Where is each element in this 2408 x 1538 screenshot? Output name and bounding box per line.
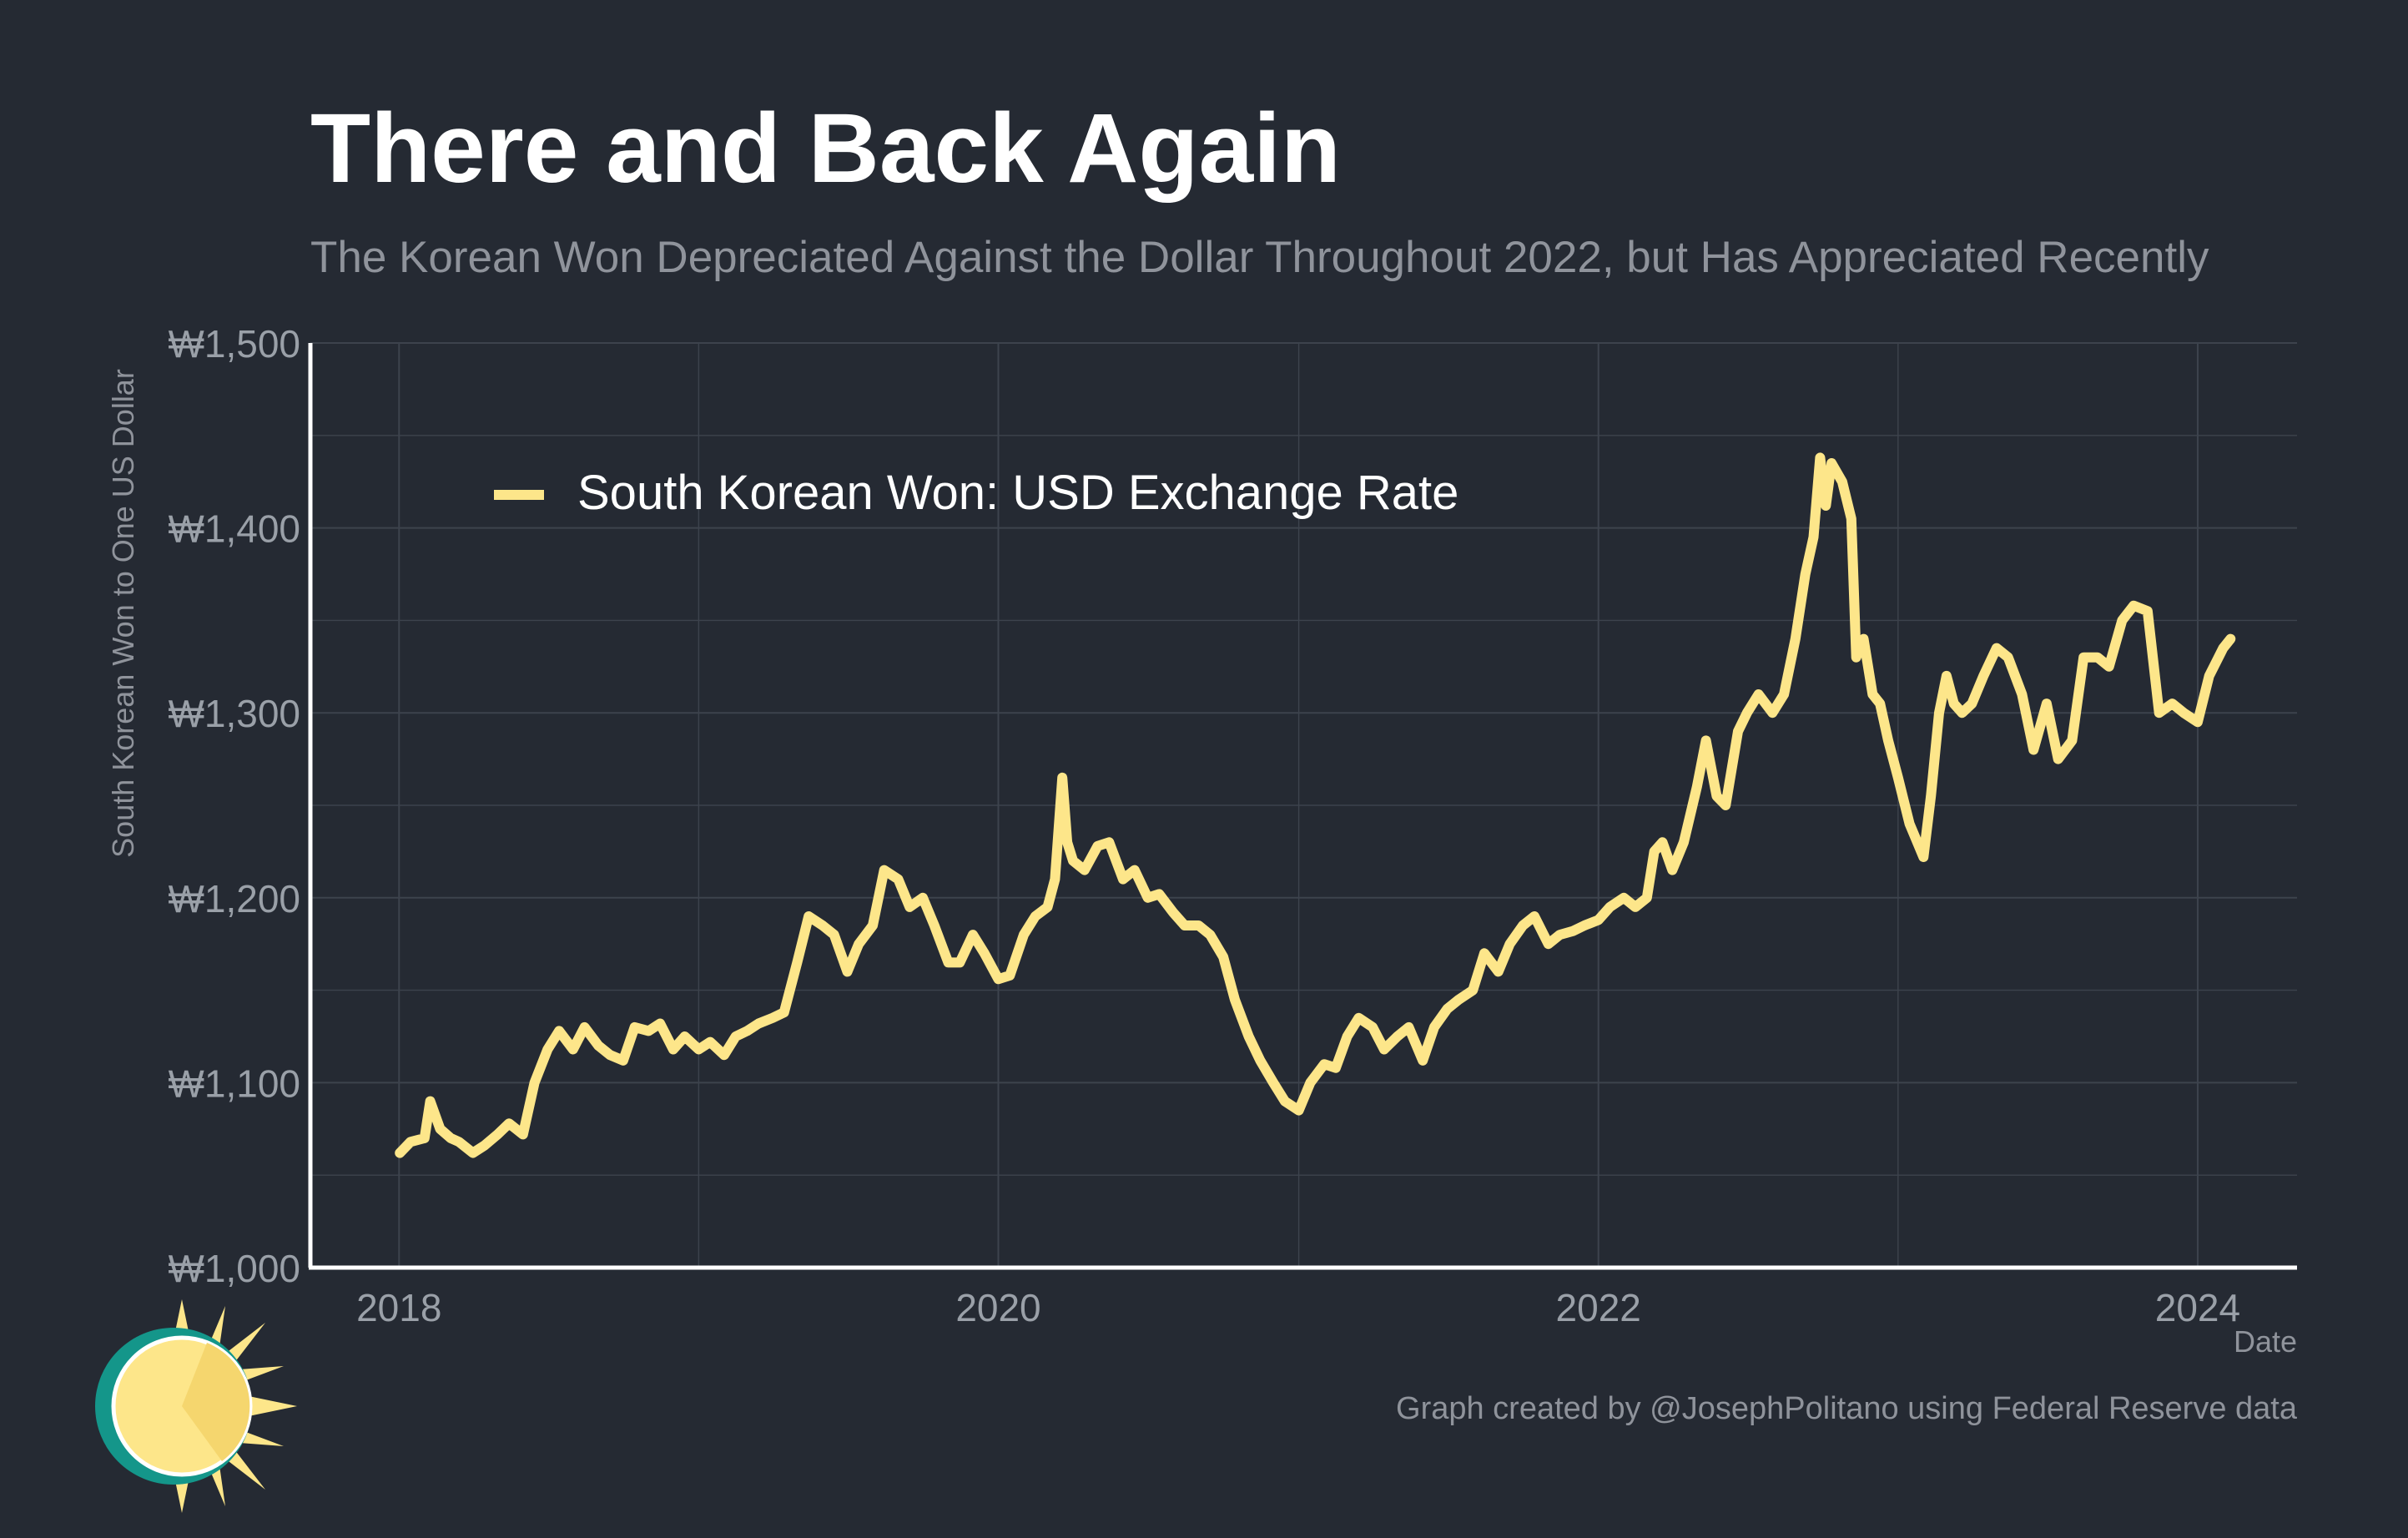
x-tick-label: 2022	[1556, 1286, 1641, 1329]
y-tick-label: ₩1,500	[168, 322, 300, 366]
x-tick-label: 2020	[955, 1286, 1040, 1329]
legend-label: South Korean Won: USD Exchange Rate	[577, 466, 1458, 520]
y-axis-title: South Korean Won to One US Dollar	[106, 369, 140, 858]
x-axis-title: Date	[2234, 1324, 2297, 1359]
x-tick-label: 2024	[2155, 1286, 2240, 1329]
chart-title: There and Back Again	[310, 93, 1341, 204]
credit-text: Graph created by @JosephPolitano using F…	[1396, 1391, 2298, 1426]
y-tick-label: ₩1,200	[168, 877, 300, 920]
sun-logo-icon	[95, 1299, 297, 1513]
y-tick-label: ₩1,100	[168, 1061, 300, 1105]
series-layer	[395, 452, 2236, 1158]
y-axis-ticks: ₩1,000 ₩1,100 ₩1,200 ₩1,300 ₩1,400 ₩1,500	[168, 322, 300, 1290]
x-tick-label: 2018	[356, 1286, 441, 1329]
chart-subtitle: The Korean Won Depreciated Against the D…	[310, 233, 2209, 282]
legend: South Korean Won: USD Exchange Rate	[494, 466, 1458, 520]
x-axis-ticks: 2018 2020 2022 2024	[356, 1286, 2240, 1329]
y-tick-label: ₩1,300	[168, 692, 300, 735]
y-tick-label: ₩1,400	[168, 507, 300, 551]
y-tick-label: ₩1,000	[168, 1247, 300, 1290]
series-line-krw-usd	[395, 452, 2236, 1158]
